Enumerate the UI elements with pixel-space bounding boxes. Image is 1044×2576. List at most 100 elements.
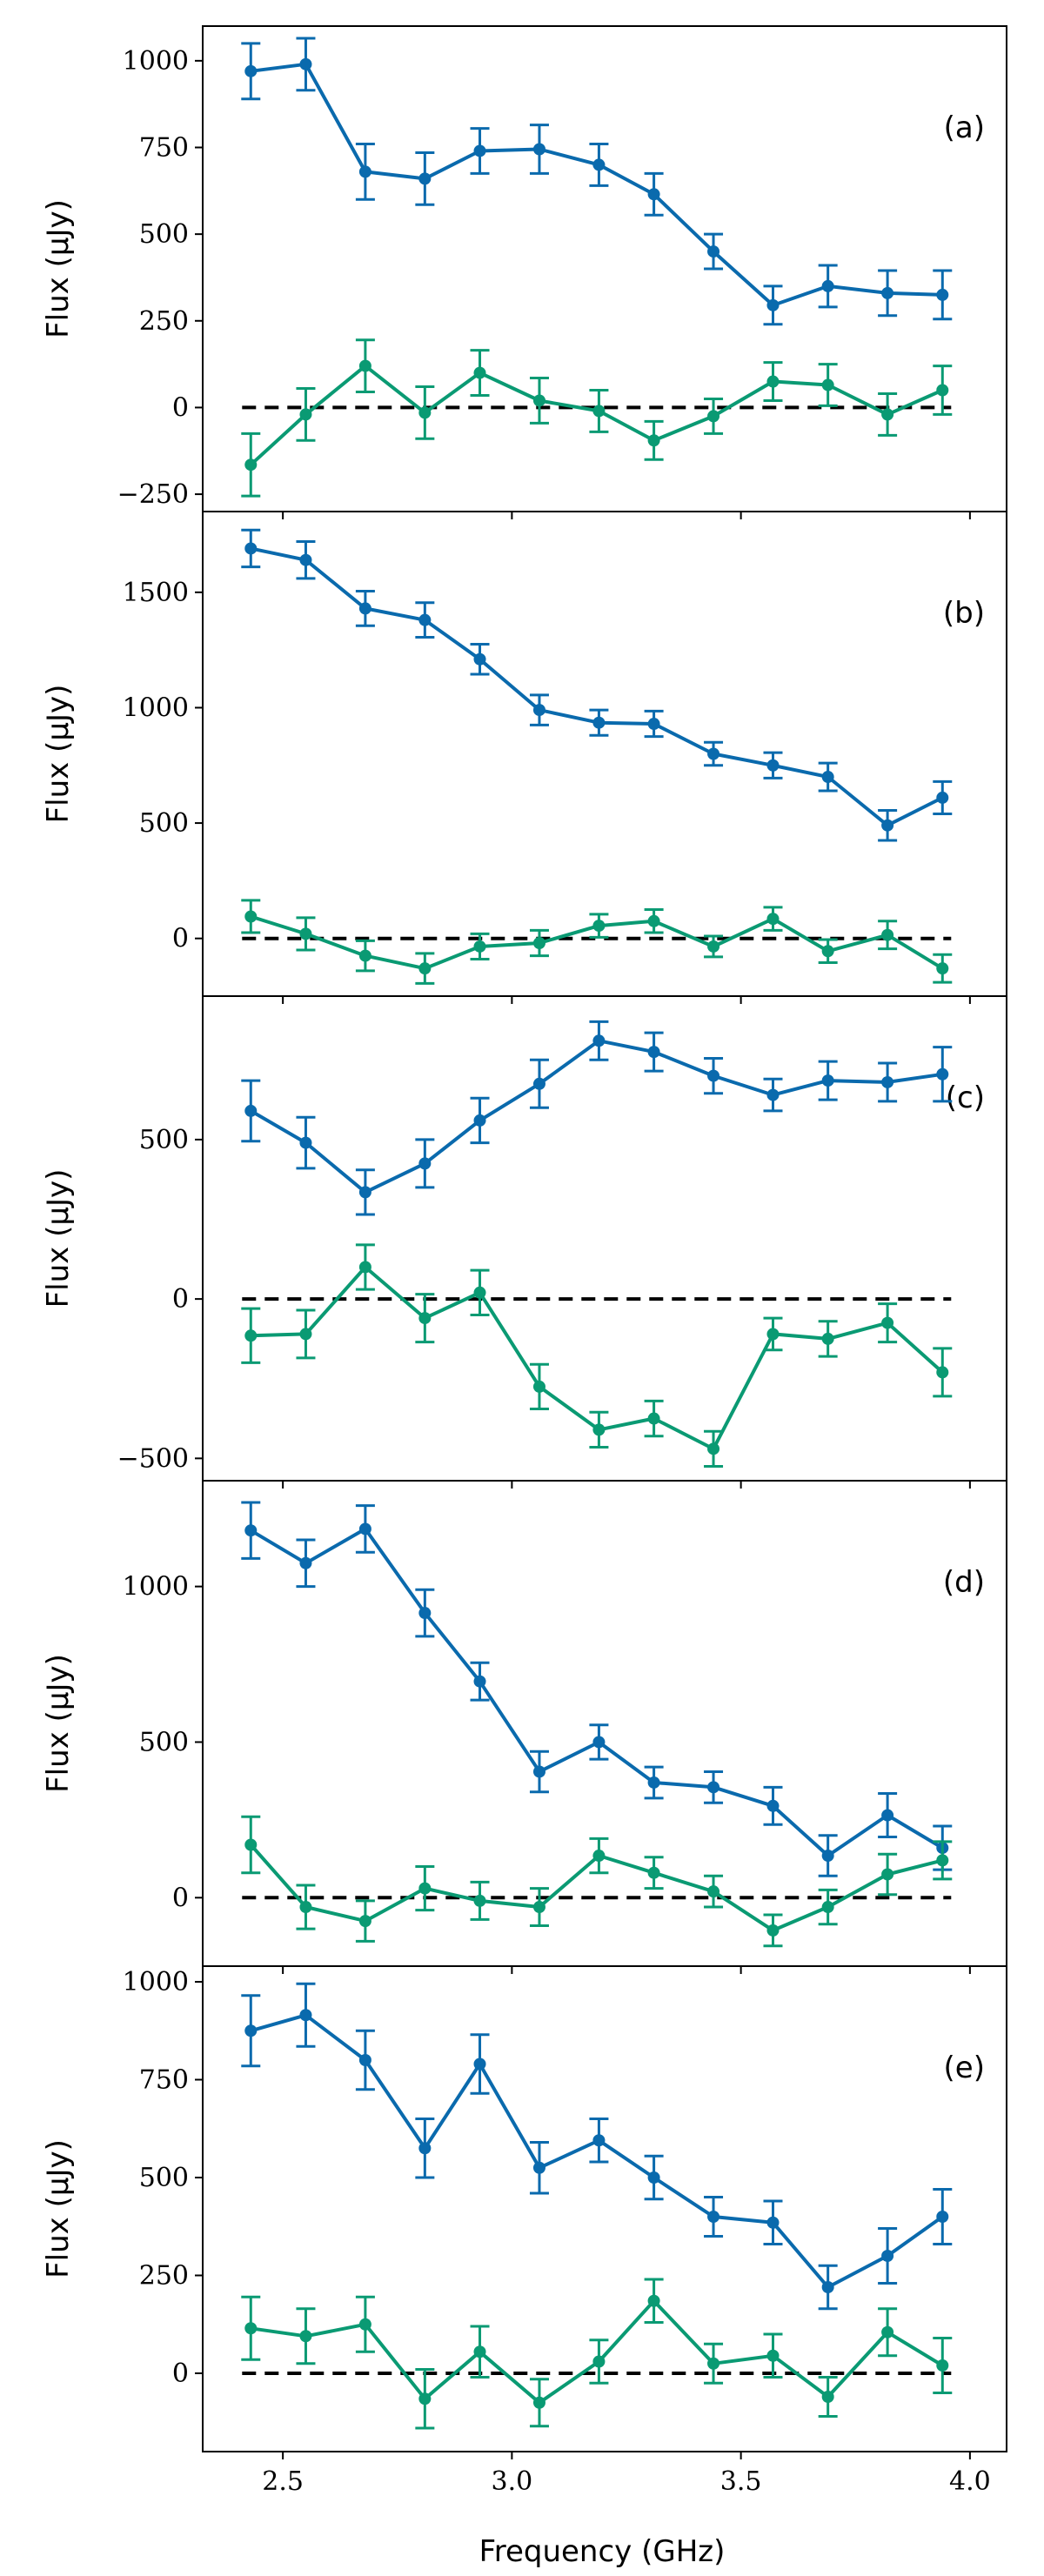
series-line — [250, 1039, 943, 1194]
data-point — [647, 1046, 660, 1059]
data-point — [299, 553, 312, 566]
data-point — [358, 165, 371, 178]
data-point — [592, 1850, 606, 1863]
data-point — [766, 1328, 780, 1341]
x-axis-label: Frequency (GHz) — [479, 2534, 726, 2569]
data-point — [358, 2054, 371, 2066]
data-point — [766, 298, 780, 311]
y-tick-label: 500 — [139, 808, 189, 839]
data-point — [592, 920, 606, 933]
data-point — [766, 2349, 780, 2362]
data-point — [358, 1261, 371, 1274]
data-point — [592, 1423, 606, 1436]
data-point — [821, 378, 834, 391]
data-point — [707, 1442, 720, 1455]
panel-d: 1000 500 0 Flux (μJy) (d) — [41, 1480, 1007, 1974]
data-point — [299, 1136, 312, 1149]
y-tick-label: 1000 — [123, 693, 189, 723]
panel-c: 500 0 −500 Flux (μJy) (c) — [41, 995, 1007, 1489]
data-point — [532, 936, 545, 949]
y-tick-label: 0 — [172, 1284, 189, 1315]
data-point — [532, 1901, 545, 1914]
data-point — [532, 143, 545, 156]
data-point — [647, 2294, 660, 2307]
panel-b: 1500 1000 500 0 Flux (μJy) (b) — [41, 511, 1007, 1004]
panel-frame — [202, 511, 1007, 997]
data-point — [358, 1915, 371, 1928]
data-point — [473, 1675, 486, 1688]
data-point — [881, 408, 894, 421]
data-point — [244, 1329, 258, 1342]
data-point — [244, 2024, 258, 2037]
data-point — [821, 2281, 834, 2293]
data-point — [766, 1799, 780, 1812]
data-point — [881, 1316, 894, 1329]
y-axis-label: Flux (μJy) — [41, 1169, 76, 1308]
series-line — [251, 2298, 944, 2405]
data-point — [358, 602, 371, 615]
panel-label: (c) — [946, 1081, 985, 1115]
data-point — [532, 1380, 545, 1393]
data-point — [647, 1866, 660, 1879]
x-tick-label: 3.5 — [720, 2466, 762, 2497]
data-point — [647, 188, 660, 201]
series-blue — [241, 1501, 953, 1877]
series-line — [251, 1265, 944, 1451]
y-axis-label: Flux (μJy) — [41, 1654, 76, 1793]
series-blue — [241, 1020, 953, 1216]
data-point — [707, 2357, 720, 2370]
data-point — [821, 771, 834, 784]
y-tick-label: 500 — [139, 2163, 189, 2193]
y-tick-label: 1500 — [123, 578, 189, 608]
data-point — [707, 940, 720, 953]
data-point — [647, 1776, 660, 1789]
data-point — [881, 2325, 894, 2338]
data-point — [358, 949, 371, 962]
data-point — [766, 1088, 780, 1101]
y-tick-label: −500 — [117, 1443, 189, 1474]
data-point — [473, 2057, 486, 2071]
data-point — [299, 2330, 312, 2343]
y-tick-label: 0 — [172, 924, 189, 954]
data-point — [473, 2345, 486, 2359]
data-point — [473, 144, 486, 157]
data-point — [707, 1885, 720, 1898]
panel-label: (a) — [944, 110, 985, 145]
y-tick-label: 250 — [139, 2261, 189, 2292]
data-point — [299, 2009, 312, 2022]
data-point — [647, 434, 660, 447]
data-point — [418, 962, 432, 975]
data-point — [707, 1069, 720, 1082]
data-point — [881, 819, 894, 832]
data-point — [936, 2211, 949, 2223]
y-axis-label: Flux (μJy) — [41, 199, 76, 338]
y-tick-label: 750 — [139, 2065, 189, 2096]
series-blue — [241, 528, 953, 842]
data-point — [936, 2359, 949, 2372]
data-point — [881, 286, 894, 299]
data-point — [881, 2250, 894, 2262]
data-point — [418, 613, 432, 626]
data-point — [299, 57, 312, 70]
x-tick-label: 3.0 — [492, 2466, 533, 2497]
series-line — [250, 546, 944, 827]
data-point — [299, 927, 312, 940]
y-axis-label: Flux (μJy) — [41, 2139, 76, 2278]
data-point — [592, 716, 606, 729]
data-point — [766, 375, 780, 388]
series-line — [250, 2013, 944, 2289]
data-point — [473, 366, 486, 379]
series-line — [250, 1527, 944, 1857]
data-point — [532, 394, 545, 407]
data-point — [418, 1882, 432, 1895]
data-point — [532, 1765, 545, 1778]
data-point — [418, 2392, 432, 2405]
data-point — [244, 64, 258, 77]
x-tick-label: 4.0 — [949, 2466, 991, 2497]
data-point — [707, 245, 720, 258]
panel-label: (e) — [944, 2051, 985, 2085]
data-point — [592, 1736, 606, 1749]
data-point — [358, 1522, 371, 1536]
panel-frame — [202, 995, 1007, 1482]
data-point — [592, 405, 606, 418]
